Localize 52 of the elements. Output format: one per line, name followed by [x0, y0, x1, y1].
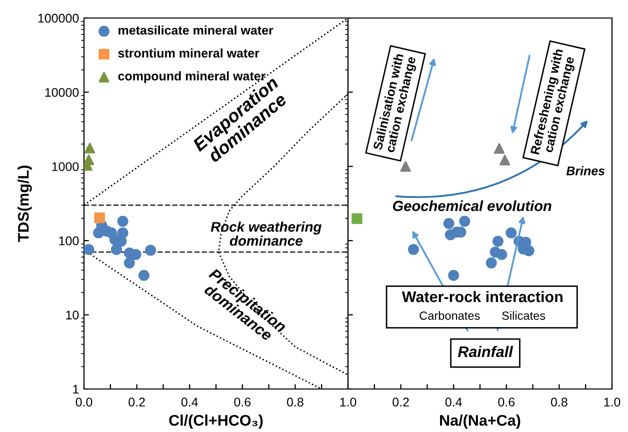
point: [94, 212, 105, 224]
y-tick-label: 10000: [45, 88, 79, 97]
annotation: Water-rock interaction: [402, 290, 562, 302]
point: [117, 216, 128, 227]
y-tick-label: 100: [59, 236, 79, 246]
point: [110, 244, 122, 255]
x-tick-label: 0.0: [76, 398, 92, 407]
point: [84, 142, 96, 154]
y-tick-label: 100000: [38, 14, 79, 23]
x-tick-label: 1.0: [340, 398, 356, 407]
legend-label: strontium mineral water: [118, 48, 260, 58]
point: [352, 213, 362, 224]
point: [459, 216, 470, 227]
x-tick-label: 0.2: [128, 398, 145, 407]
point: [443, 218, 454, 230]
point: [523, 245, 534, 256]
annotation: Brines: [566, 166, 605, 176]
point: [124, 257, 135, 268]
point: [492, 236, 504, 247]
annotation: Rainfall: [458, 346, 514, 358]
x-tick-label: 0.6: [234, 398, 251, 407]
point: [506, 227, 517, 238]
annotation: Silicates: [502, 311, 546, 320]
x-tick-label: 1.0: [604, 398, 620, 407]
point: [400, 161, 411, 172]
legend-label: metasilicate mineral water: [118, 26, 274, 35]
y-tick-label: 10: [66, 310, 79, 320]
annotation: Rock weathering dominance: [210, 222, 322, 246]
point: [145, 244, 156, 256]
x-tick-label: 0.4: [445, 398, 462, 407]
point: [138, 270, 150, 281]
y-axis-title: TDS(mg/L): [18, 166, 32, 242]
x-axis-title: Cl/(Cl+HCO₃): [169, 414, 263, 429]
x-tick-label: 0.4: [181, 398, 198, 407]
point: [486, 257, 497, 268]
annotation: Carbonates: [420, 311, 480, 320]
y-tick-label: 1000: [52, 162, 79, 172]
point: [499, 154, 510, 166]
point: [496, 248, 508, 260]
legend-label: compound mineral water: [118, 71, 266, 83]
point: [84, 244, 94, 255]
x-tick-label: 0.6: [498, 398, 515, 407]
point: [130, 248, 142, 260]
point: [448, 270, 460, 281]
x-axis-title: Na/(Na+Ca): [440, 414, 520, 429]
x-tick-label: 0.2: [392, 398, 409, 407]
x-tick-label: 0.8: [287, 398, 304, 407]
point: [494, 143, 505, 154]
y-tick-label: 1: [73, 384, 79, 394]
annotation: Geochemical evolution: [392, 200, 552, 212]
x-tick-label: 0.8: [551, 398, 568, 407]
point: [408, 244, 419, 255]
